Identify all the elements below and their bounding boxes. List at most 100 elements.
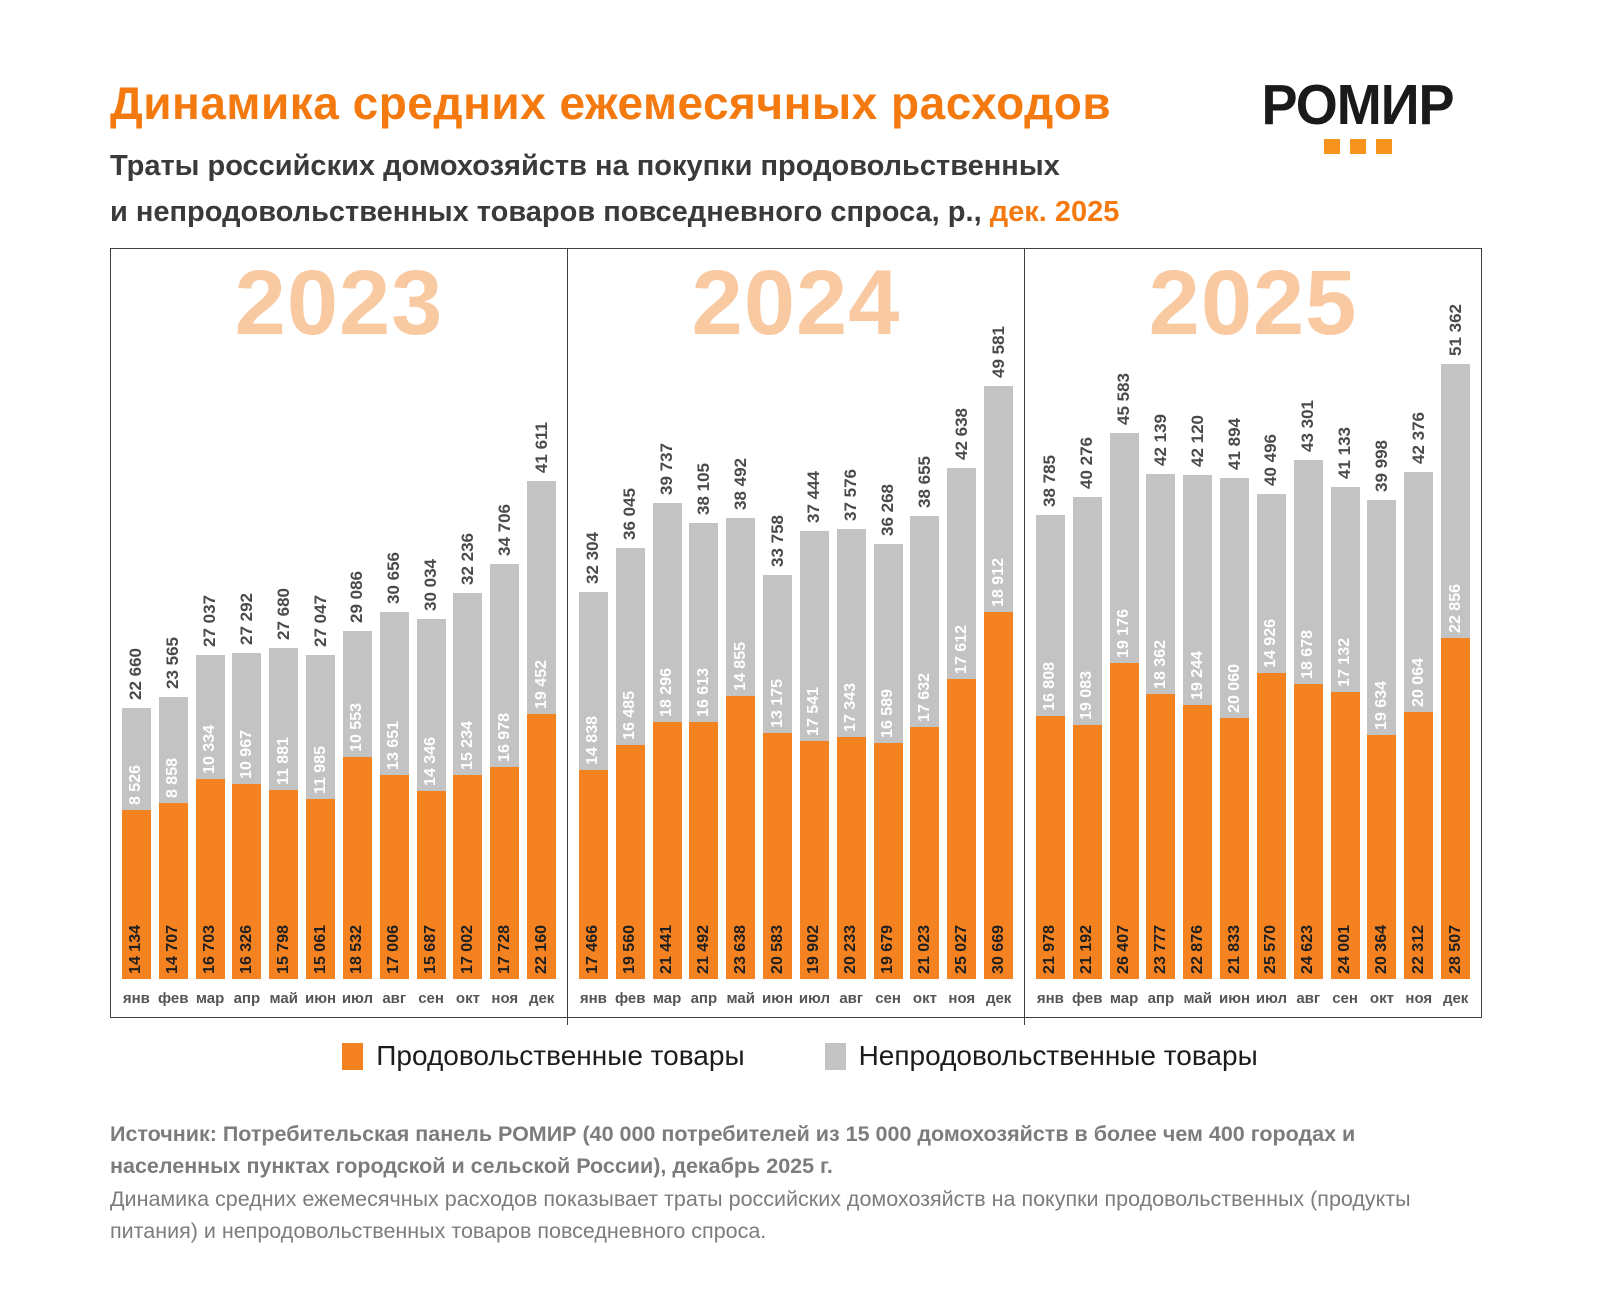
food-label-anchor: 21 023 [910,925,939,974]
total-value-label: 32 304 [583,532,603,584]
nonfood-value-label: 18 362 [1151,640,1169,689]
nonfood-value-label: 16 589 [879,689,897,738]
food-segment: 21 492 [689,722,719,979]
stacked-bar: 19 244 22 876 [1183,475,1213,979]
nonfood-label-anchor: 16 808 [1036,662,1065,711]
legend-nonfood-label: Непродовольственные товары [858,1040,1258,1071]
month-label: окт [1369,990,1394,1007]
nonfood-label-anchor: 14 346 [417,737,446,786]
total-value-label: 23 565 [163,637,183,689]
nonfood-label-anchor: 13 651 [380,721,409,770]
month-label: дек [985,990,1012,1007]
nonfood-value-label: 11 881 [274,736,292,785]
food-value-label: 21 833 [1225,925,1243,974]
month-label: май [726,990,755,1007]
source-note: Источник: Потребительская панель РОМИР (… [110,1122,1356,1179]
nonfood-value-label: 16 808 [1041,662,1059,711]
food-label-anchor: 30 669 [984,925,1013,974]
food-label-anchor: 19 679 [874,925,903,974]
food-value-label: 21 023 [915,925,933,974]
month-label: дек [528,990,555,1007]
nonfood-segment: 18 912 [984,386,1014,612]
nonfood-value-label: 14 926 [1262,619,1280,668]
nonfood-label-anchor: 14 838 [579,716,608,765]
food-label-anchor: 15 687 [417,925,446,974]
bar-group-2023-авг: 30 656 13 651 17 006 авг [379,249,409,1007]
food-value-label: 20 233 [842,925,860,974]
nonfood-segment: 17 343 [836,529,866,737]
total-value-label: 38 785 [1040,455,1060,507]
nonfood-segment: 17 612 [947,468,977,679]
nonfood-segment: 19 452 [527,481,557,714]
bar-group-2023-июл: 29 086 10 553 18 532 июл [342,249,373,1007]
food-value-label: 22 312 [1409,925,1427,974]
nonfood-label-anchor: 16 485 [616,691,645,740]
year-panel-2025: 2025 38 785 16 808 21 978 янв 40 276 19 083 21 … [1024,249,1481,1025]
nonfood-label-anchor: 19 634 [1367,681,1396,730]
bar-group-2023-май: 27 680 11 881 15 798 май [269,249,299,1007]
month-label: июл [798,990,830,1007]
month-label: июн [305,990,337,1007]
food-label-anchor: 22 876 [1183,925,1212,974]
nonfood-label-anchor: 19 176 [1110,609,1139,658]
nonfood-segment: 10 553 [342,631,372,757]
month-label: сен [418,990,444,1007]
food-label-anchor: 25 027 [947,925,976,974]
bar-group-2025-апр: 42 139 18 362 23 777 апр [1146,249,1176,1007]
nonfood-value-label: 20 064 [1409,658,1427,707]
food-segment: 21 978 [1035,716,1065,979]
total-value-label: 27 047 [310,595,330,647]
legend-item-nonfood: Непродовольственные товары [824,1040,1258,1072]
stacked-bar: 10 967 16 326 [232,653,262,979]
stacked-bar-chart: 2023 22 660 8 526 14 134 янв 23 565 8 858 14 70… [110,248,1482,1025]
nonfood-segment: 18 296 [652,503,682,722]
bar-group-2024-мар: 39 737 18 296 21 441 мар [652,249,682,1007]
total-value-label: 42 120 [1187,415,1207,467]
food-segment: 22 160 [527,714,557,979]
total-value-label: 30 034 [421,559,441,611]
stacked-bar: 11 881 15 798 [269,648,299,979]
nonfood-value-label: 8 526 [127,764,145,805]
food-value-label: 17 006 [385,925,403,974]
bar-group-2023-янв: 22 660 8 526 14 134 янв [121,249,151,1007]
food-value-label: 24 001 [1336,925,1354,974]
month-label: мар [652,990,682,1007]
stacked-bar: 22 856 28 507 [1441,364,1471,979]
month-label: янв [579,990,607,1007]
food-value-label: 14 134 [127,925,145,974]
nonfood-segment: 17 541 [799,531,829,741]
nonfood-value-label: 16 978 [495,713,513,762]
total-value-label: 34 706 [494,504,514,556]
bar-group-2024-июл: 37 444 17 541 19 902 июл [799,249,830,1007]
nonfood-value-label: 16 613 [694,668,712,717]
stacked-bar: 19 083 21 192 [1072,497,1102,979]
stacked-bar: 17 612 25 027 [947,468,977,979]
total-value-label: 38 105 [693,463,713,515]
month-label: сен [875,990,901,1007]
food-swatch-icon [342,1042,364,1070]
food-label-anchor: 23 777 [1146,925,1175,974]
nonfood-value-label: 18 296 [658,668,676,717]
total-value-label: 42 139 [1150,414,1170,466]
total-value-label: 30 656 [384,552,404,604]
nonfood-segment: 13 175 [763,575,793,733]
total-value-label: 37 444 [804,471,824,523]
nonfood-value-label: 17 612 [952,625,970,674]
food-segment: 24 623 [1293,684,1323,979]
month-label: апр [1147,990,1175,1007]
food-segment: 22 876 [1183,705,1213,979]
stacked-bar: 11 985 15 061 [306,655,336,979]
nonfood-value-label: 13 651 [385,721,403,770]
food-value-label: 25 570 [1262,925,1280,974]
food-segment: 21 023 [910,727,940,979]
nonfood-label-anchor: 22 856 [1441,584,1470,633]
food-segment: 14 707 [158,803,188,979]
nonfood-segment: 18 678 [1293,460,1323,684]
food-value-label: 19 902 [805,925,823,974]
bar-group-2024-сен: 36 268 16 589 19 679 сен [873,249,903,1007]
food-segment: 25 570 [1256,673,1286,979]
food-label-anchor: 16 326 [232,925,261,974]
total-value-label: 36 045 [620,488,640,540]
nonfood-label-anchor: 18 912 [984,558,1013,607]
food-segment: 21 441 [652,722,682,979]
